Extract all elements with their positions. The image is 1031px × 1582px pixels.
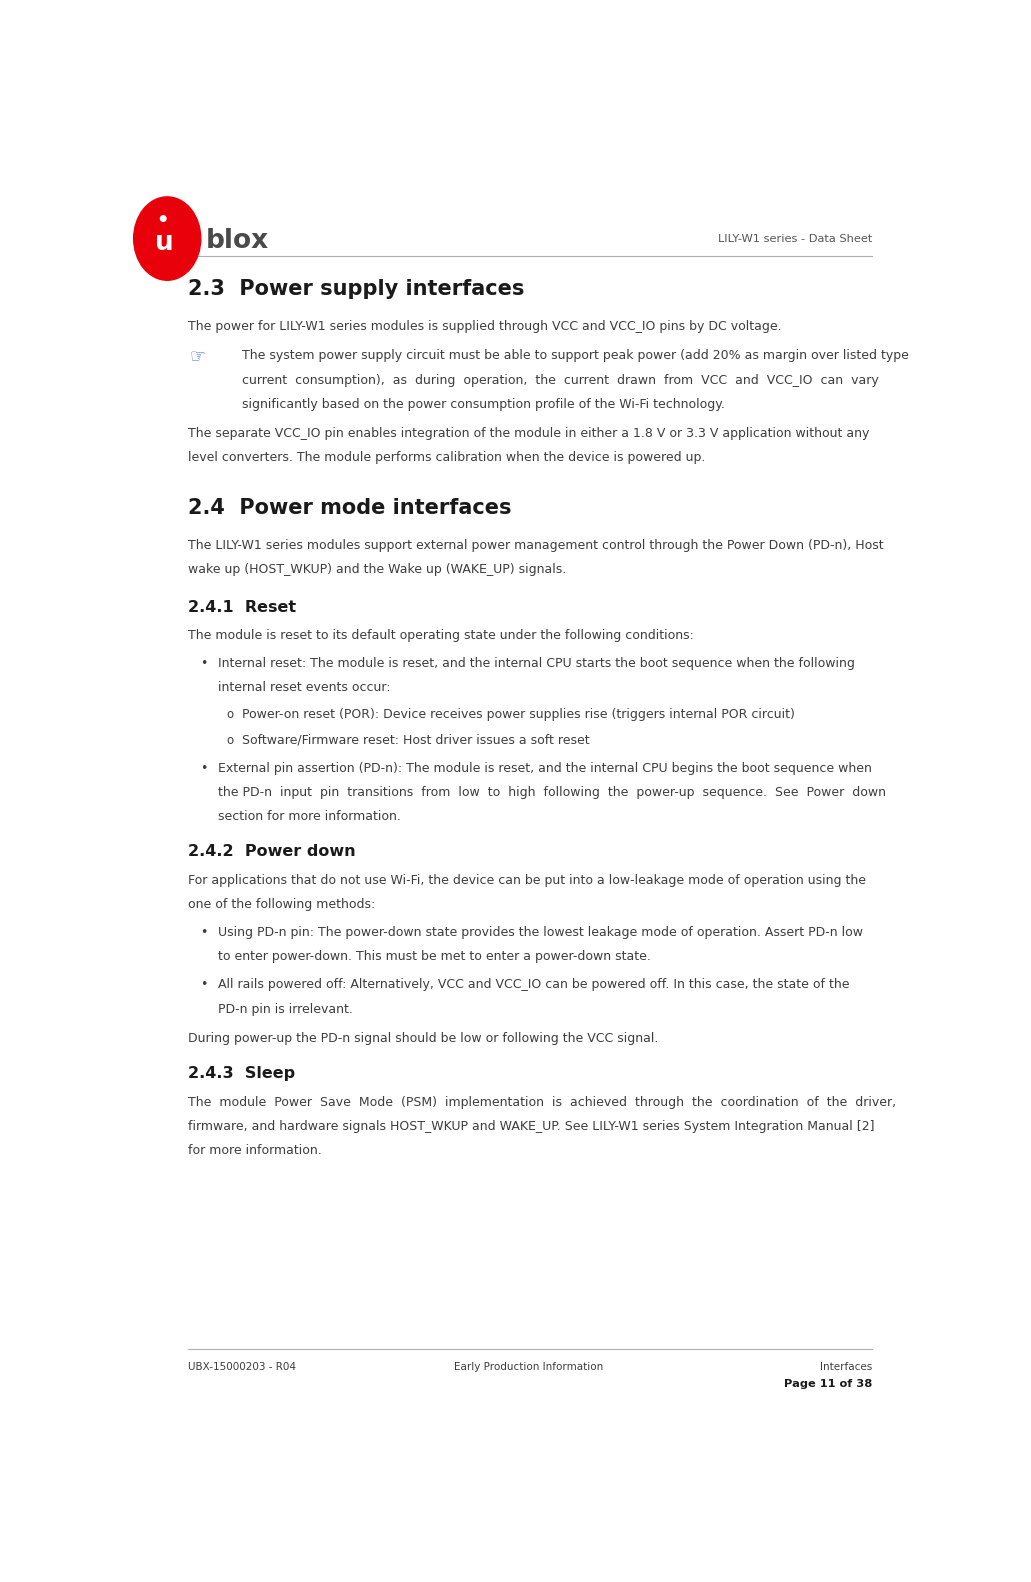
Text: The system power supply circuit must be able to support peak power (add 20% as m: The system power supply circuit must be … [242,350,909,362]
Text: section for more information.: section for more information. [219,810,401,823]
Ellipse shape [161,215,166,221]
Text: Software/Firmware reset: Host driver issues a soft reset: Software/Firmware reset: Host driver iss… [242,734,590,747]
Text: blox: blox [205,228,269,255]
Text: to enter power-down. This must be met to enter a power-down state.: to enter power-down. This must be met to… [219,951,652,963]
Text: External pin assertion (PD-n): The module is reset, and the internal CPU begins : External pin assertion (PD-n): The modul… [219,761,872,775]
Text: 2.4.1  Reset: 2.4.1 Reset [188,600,296,615]
Text: The separate VCC_IO pin enables integration of the module in either a 1.8 V or 3: The separate VCC_IO pin enables integrat… [188,427,869,440]
Text: The  module  Power  Save  Mode  (PSM)  implementation  is  achieved  through  th: The module Power Save Mode (PSM) impleme… [188,1096,896,1109]
Ellipse shape [134,196,201,280]
Text: During power-up the PD-n signal should be low or following the VCC signal.: During power-up the PD-n signal should b… [188,1033,659,1046]
Text: •: • [200,657,207,671]
Text: The module is reset to its default operating state under the following condition: The module is reset to its default opera… [188,630,694,642]
Text: firmware, and hardware signals HOST_WKUP and WAKE_UP. See LILY-W1 series System : firmware, and hardware signals HOST_WKUP… [188,1120,874,1133]
Text: o: o [226,707,233,720]
Text: o: o [226,734,233,747]
Text: the PD-n  input  pin  transitions  from  low  to  high  following  the  power-up: the PD-n input pin transitions from low … [219,786,887,799]
Text: Using PD-n pin: The power-down state provides the lowest leakage mode of operati: Using PD-n pin: The power-down state pro… [219,925,863,938]
Text: UBX-15000203 - R04: UBX-15000203 - R04 [188,1362,296,1372]
Text: •: • [200,978,207,992]
Text: For applications that do not use Wi-Fi, the device can be put into a low-leakage: For applications that do not use Wi-Fi, … [188,873,866,886]
Text: current  consumption),  as  during  operation,  the  current  drawn  from  VCC  : current consumption), as during operatio… [242,373,879,386]
Text: •: • [200,761,207,775]
Text: 2.4.2  Power down: 2.4.2 Power down [188,845,356,859]
Text: one of the following methods:: one of the following methods: [188,899,375,911]
Text: Power-on reset (POR): Device receives power supplies rise (triggers internal POR: Power-on reset (POR): Device receives po… [242,707,795,720]
Text: PD-n pin is irrelevant.: PD-n pin is irrelevant. [219,1003,354,1016]
Text: level converters. The module performs calibration when the device is powered up.: level converters. The module performs ca… [188,451,705,464]
Text: internal reset events occur:: internal reset events occur: [219,682,391,694]
Text: wake up (HOST_WKUP) and the Wake up (WAKE_UP) signals.: wake up (HOST_WKUP) and the Wake up (WAK… [188,563,566,576]
Text: Internal reset: The module is reset, and the internal CPU starts the boot sequen: Internal reset: The module is reset, and… [219,657,856,671]
Text: Early Production Information: Early Production Information [454,1362,603,1372]
Text: significantly based on the power consumption profile of the Wi-Fi technology.: significantly based on the power consump… [242,399,725,411]
Text: Interfaces: Interfaces [820,1362,872,1372]
Text: for more information.: for more information. [188,1144,322,1158]
Text: u: u [155,231,173,256]
Text: LILY-W1 series - Data Sheet: LILY-W1 series - Data Sheet [718,234,872,244]
Text: 2.3  Power supply interfaces: 2.3 Power supply interfaces [188,278,525,299]
Text: The LILY-W1 series modules support external power management control through the: The LILY-W1 series modules support exter… [188,539,884,552]
Text: •: • [200,925,207,938]
Text: 2.4  Power mode interfaces: 2.4 Power mode interfaces [188,498,511,517]
Text: All rails powered off: Alternatively, VCC and VCC_IO can be powered off. In this: All rails powered off: Alternatively, VC… [219,978,850,992]
Text: ☞: ☞ [190,346,206,365]
Text: 2.4.3  Sleep: 2.4.3 Sleep [188,1066,295,1082]
Text: Page 11 of 38: Page 11 of 38 [784,1378,872,1389]
Text: The power for LILY-W1 series modules is supplied through VCC and VCC_IO pins by : The power for LILY-W1 series modules is … [188,320,781,334]
